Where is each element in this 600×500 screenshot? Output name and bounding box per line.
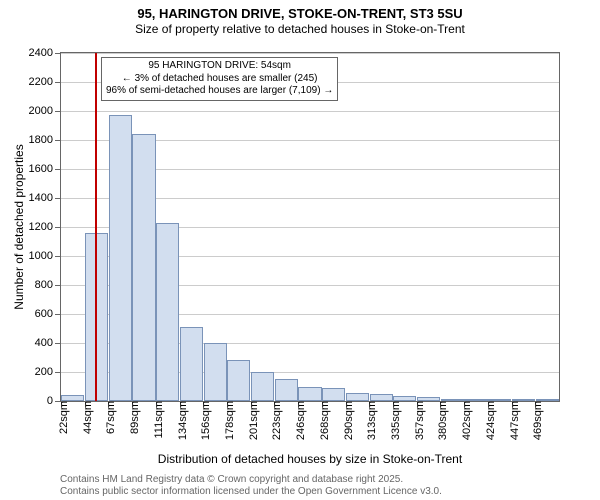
y-tick-label: 200	[35, 366, 61, 378]
x-tick-label: 44sqm	[76, 401, 94, 434]
histogram-bar	[275, 379, 298, 401]
x-tick-label: 268sqm	[313, 401, 331, 440]
chart-container: 95, HARINGTON DRIVE, STOKE-ON-TRENT, ST3…	[0, 0, 600, 500]
reference-marker-line	[95, 53, 97, 401]
annotation-line: ← 3% of detached houses are smaller (245…	[106, 73, 333, 86]
y-tick-label: 400	[35, 337, 61, 349]
histogram-bar	[298, 387, 321, 402]
histogram-bar	[204, 343, 227, 401]
y-tick-label: 800	[35, 279, 61, 291]
y-tick-label: 2200	[29, 76, 61, 88]
histogram-bar	[251, 372, 274, 401]
x-tick-label: 67sqm	[99, 401, 117, 434]
y-tick-label: 2400	[29, 47, 61, 59]
y-tick-label: 2000	[29, 105, 61, 117]
y-tick-label: 600	[35, 308, 61, 320]
histogram-bar	[322, 388, 345, 401]
x-tick-label: 380sqm	[431, 401, 449, 440]
y-axis-title: Number of detached properties	[12, 62, 26, 227]
y-tick-label: 1600	[29, 163, 61, 175]
x-tick-label: 22sqm	[52, 401, 70, 434]
x-axis-title: Distribution of detached houses by size …	[60, 452, 560, 466]
x-tick-label: 313sqm	[360, 401, 378, 440]
annotation-box: 95 HARINGTON DRIVE: 54sqm← 3% of detache…	[101, 57, 338, 101]
x-tick-label: 447sqm	[503, 401, 521, 440]
histogram-bar	[109, 115, 132, 401]
annotation-line: 95 HARINGTON DRIVE: 54sqm	[106, 60, 333, 73]
x-tick-label: 178sqm	[218, 401, 236, 440]
footer-line-1: Contains HM Land Registry data © Crown c…	[60, 474, 442, 486]
x-tick-label: 223sqm	[265, 401, 283, 440]
x-tick-label: 246sqm	[289, 401, 307, 440]
x-tick-label: 402sqm	[455, 401, 473, 440]
y-tick-label: 1800	[29, 134, 61, 146]
histogram-bar	[346, 393, 369, 401]
x-tick-label: 424sqm	[479, 401, 497, 440]
footer-attribution: Contains HM Land Registry data © Crown c…	[60, 474, 442, 498]
x-tick-label: 111sqm	[147, 401, 165, 439]
chart-title: 95, HARINGTON DRIVE, STOKE-ON-TRENT, ST3…	[0, 0, 600, 21]
y-tick-label: 1000	[29, 250, 61, 262]
gridline	[61, 111, 559, 112]
histogram-bar	[227, 360, 250, 401]
x-tick-label: 134sqm	[171, 401, 189, 440]
annotation-line: 96% of semi-detached houses are larger (…	[106, 85, 333, 98]
plot-area: 0200400600800100012001400160018002000220…	[60, 52, 560, 402]
x-tick-label: 89sqm	[123, 401, 141, 434]
histogram-bar	[180, 327, 203, 401]
x-tick-label: 156sqm	[194, 401, 212, 440]
x-tick-label: 201sqm	[242, 401, 260, 440]
x-tick-label: 335sqm	[384, 401, 402, 440]
gridline	[61, 53, 559, 54]
x-tick-label: 290sqm	[337, 401, 355, 440]
y-tick-label: 1200	[29, 221, 61, 233]
x-tick-label: 357sqm	[408, 401, 426, 440]
footer-line-2: Contains public sector information licen…	[60, 486, 442, 498]
histogram-bar	[156, 223, 179, 401]
chart-subtitle: Size of property relative to detached ho…	[0, 21, 600, 36]
y-tick-label: 1400	[29, 192, 61, 204]
histogram-bar	[132, 134, 155, 401]
x-tick-label: 469sqm	[526, 401, 544, 440]
